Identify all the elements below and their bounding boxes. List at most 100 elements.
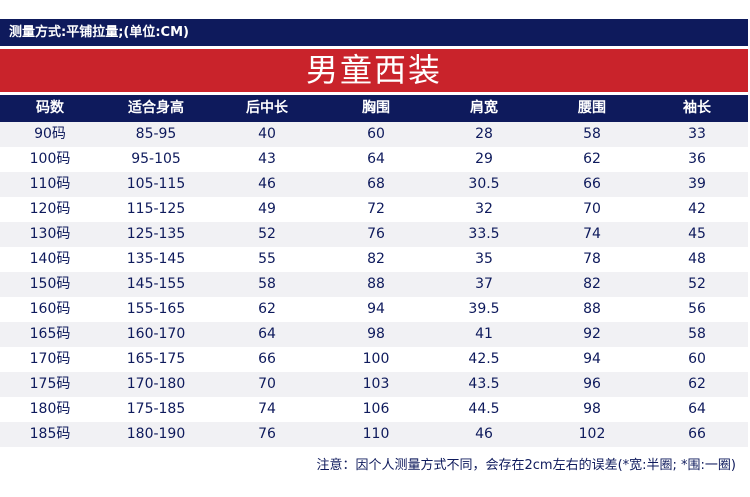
table-row: 185码 180-190 76 110 46 102 66 bbox=[0, 422, 748, 447]
cell-chest: 60 bbox=[367, 126, 385, 142]
cell-shoulder: 28 bbox=[475, 126, 493, 142]
cell-waist: 82 bbox=[583, 276, 601, 292]
cell-sleeve: 64 bbox=[688, 401, 706, 417]
table-row: 170码 165-175 66 100 42.5 94 60 bbox=[0, 347, 748, 372]
cell-waist: 96 bbox=[583, 376, 601, 392]
cell-chest: 106 bbox=[362, 401, 390, 417]
cell-size: 170码 bbox=[29, 351, 71, 367]
cell-chest: 64 bbox=[367, 151, 385, 167]
header-sleeve: 袖长 bbox=[683, 100, 711, 116]
cell-size: 150码 bbox=[29, 276, 71, 292]
cell-height: 85-95 bbox=[135, 126, 177, 142]
cell-chest: 82 bbox=[367, 251, 385, 267]
cell-sleeve: 62 bbox=[688, 376, 706, 392]
cell-waist: 92 bbox=[583, 326, 601, 342]
cell-sleeve: 66 bbox=[688, 426, 706, 442]
cell-height: 135-145 bbox=[126, 251, 186, 267]
header-height: 适合身高 bbox=[128, 100, 184, 116]
cell-shoulder: 30.5 bbox=[468, 176, 500, 192]
cell-waist: 102 bbox=[578, 426, 606, 442]
cell-shoulder: 46 bbox=[475, 426, 493, 442]
cell-size: 180码 bbox=[29, 401, 71, 417]
header-chest: 胸围 bbox=[362, 100, 390, 116]
cell-waist: 78 bbox=[583, 251, 601, 267]
measurement-method-bar: 测量方式:平铺拉量;(单位:CM) bbox=[0, 19, 748, 46]
cell-shoulder: 43.5 bbox=[468, 376, 500, 392]
cell-chest: 68 bbox=[367, 176, 385, 192]
cell-back-length: 66 bbox=[258, 351, 276, 367]
table-row: 175码 170-180 70 103 43.5 96 62 bbox=[0, 372, 748, 397]
cell-waist: 98 bbox=[583, 401, 601, 417]
page-title: 男童西装 bbox=[0, 49, 748, 92]
cell-height: 145-155 bbox=[126, 276, 186, 292]
cell-shoulder: 39.5 bbox=[468, 301, 500, 317]
cell-height: 175-185 bbox=[126, 401, 186, 417]
cell-chest: 76 bbox=[367, 226, 385, 242]
cell-waist: 74 bbox=[583, 226, 601, 242]
cell-sleeve: 36 bbox=[688, 151, 706, 167]
cell-waist: 58 bbox=[583, 126, 601, 142]
cell-shoulder: 33.5 bbox=[468, 226, 500, 242]
cell-waist: 66 bbox=[583, 176, 601, 192]
cell-chest: 100 bbox=[362, 351, 390, 367]
cell-chest: 110 bbox=[362, 426, 390, 442]
cell-chest: 72 bbox=[367, 201, 385, 217]
cell-chest: 98 bbox=[367, 326, 385, 342]
cell-height: 170-180 bbox=[126, 376, 186, 392]
cell-height: 155-165 bbox=[126, 301, 186, 317]
cell-size: 140码 bbox=[29, 251, 71, 267]
table-row: 120码 115-125 49 72 32 70 42 bbox=[0, 197, 748, 222]
cell-size: 130码 bbox=[29, 226, 71, 242]
cell-sleeve: 33 bbox=[688, 126, 706, 142]
header-back-length: 后中长 bbox=[246, 100, 288, 116]
cell-size: 100码 bbox=[29, 151, 71, 167]
cell-height: 180-190 bbox=[126, 426, 186, 442]
cell-waist: 70 bbox=[583, 201, 601, 217]
table-body: 90码 85-95 40 60 28 58 33 100码 95-105 43 64 29 62 36 11… bbox=[0, 122, 748, 447]
cell-chest: 103 bbox=[362, 376, 390, 392]
table-row: 90码 85-95 40 60 28 58 33 bbox=[0, 122, 748, 147]
cell-waist: 94 bbox=[583, 351, 601, 367]
table-row: 160码 155-165 62 94 39.5 88 56 bbox=[0, 297, 748, 322]
table-row: 100码 95-105 43 64 29 62 36 bbox=[0, 147, 748, 172]
cell-shoulder: 42.5 bbox=[468, 351, 500, 367]
cell-back-length: 76 bbox=[258, 426, 276, 442]
cell-waist: 62 bbox=[583, 151, 601, 167]
cell-chest: 94 bbox=[367, 301, 385, 317]
cell-sleeve: 52 bbox=[688, 276, 706, 292]
cell-back-length: 70 bbox=[258, 376, 276, 392]
table-row: 140码 135-145 55 82 35 78 48 bbox=[0, 247, 748, 272]
table-row: 130码 125-135 52 76 33.5 74 45 bbox=[0, 222, 748, 247]
cell-back-length: 40 bbox=[258, 126, 276, 142]
table-row: 150码 145-155 58 88 37 82 52 bbox=[0, 272, 748, 297]
cell-size: 175码 bbox=[29, 376, 71, 392]
cell-height: 165-175 bbox=[126, 351, 186, 367]
table-row: 110码 105-115 46 68 30.5 66 39 bbox=[0, 172, 748, 197]
cell-shoulder: 29 bbox=[475, 151, 493, 167]
cell-back-length: 64 bbox=[258, 326, 276, 342]
cell-size: 165码 bbox=[29, 326, 71, 342]
table-row: 165码 160-170 64 98 41 92 58 bbox=[0, 322, 748, 347]
cell-height: 115-125 bbox=[126, 201, 186, 217]
cell-height: 95-105 bbox=[131, 151, 181, 167]
cell-shoulder: 32 bbox=[475, 201, 493, 217]
cell-sleeve: 39 bbox=[688, 176, 706, 192]
cell-size: 120码 bbox=[29, 201, 71, 217]
cell-chest: 88 bbox=[367, 276, 385, 292]
cell-back-length: 46 bbox=[258, 176, 276, 192]
cell-size: 110码 bbox=[29, 176, 71, 192]
cell-sleeve: 58 bbox=[688, 326, 706, 342]
cell-sleeve: 60 bbox=[688, 351, 706, 367]
cell-height: 125-135 bbox=[126, 226, 186, 242]
cell-back-length: 43 bbox=[258, 151, 276, 167]
cell-size: 90码 bbox=[34, 126, 66, 142]
cell-sleeve: 42 bbox=[688, 201, 706, 217]
cell-back-length: 52 bbox=[258, 226, 276, 242]
cell-sleeve: 48 bbox=[688, 251, 706, 267]
header-size: 码数 bbox=[36, 100, 64, 116]
cell-size: 185码 bbox=[29, 426, 71, 442]
cell-shoulder: 41 bbox=[475, 326, 493, 342]
header-waist: 腰围 bbox=[578, 100, 606, 116]
cell-back-length: 62 bbox=[258, 301, 276, 317]
